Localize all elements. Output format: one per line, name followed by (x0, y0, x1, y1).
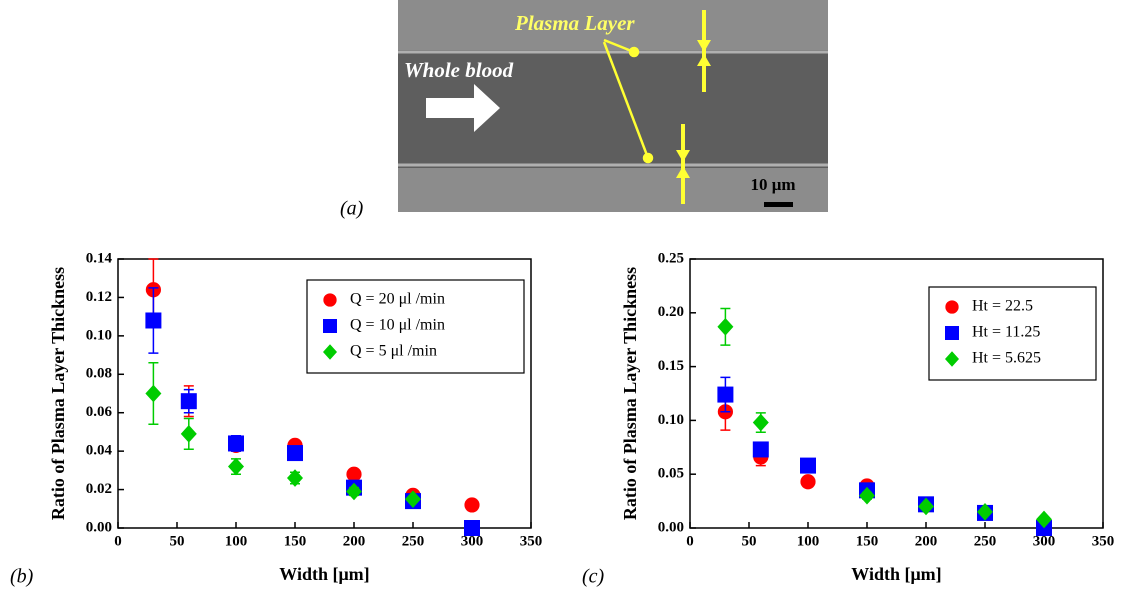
legend-marker (945, 351, 959, 367)
y-tick-label: 0.05 (658, 466, 684, 482)
panel-label: (a) (340, 198, 364, 220)
scale-bar-label: 10 μm (750, 175, 795, 194)
data-point (145, 384, 162, 403)
legend-box (306, 279, 525, 374)
x-tick-label: 200 (915, 533, 938, 549)
data-point (977, 503, 993, 521)
legend-label: Ht = 22.5 (972, 298, 1033, 315)
plot-frame (117, 258, 532, 529)
x-tick-label: 0 (686, 533, 694, 549)
legend-marker (323, 293, 337, 307)
y-tick-label: 0.15 (658, 358, 684, 374)
data-point (287, 445, 303, 462)
annotation: Plasma Layer (514, 11, 635, 35)
scale-bar (764, 202, 793, 207)
data-point (464, 520, 480, 536)
data-point (405, 490, 421, 508)
data-point (918, 497, 934, 516)
legend-label: Ht = 11.25 (972, 324, 1040, 341)
panel-label: (c) (582, 566, 605, 588)
data-point (1036, 510, 1052, 529)
data-point (180, 393, 197, 410)
x-tick-label: 100 (797, 533, 820, 549)
y-tick-label: 0.00 (86, 519, 112, 535)
x-tick-label: 50 (170, 533, 185, 549)
legend-marker (945, 326, 959, 340)
plot-frame (689, 258, 1104, 529)
x-tick-label: 350 (520, 533, 543, 549)
micrograph: Whole blood Plasma Layer 10 μm (398, 0, 828, 212)
data-point (180, 425, 197, 443)
y-tick-label: 0.02 (86, 481, 112, 497)
x-tick-label: 150 (856, 533, 879, 549)
y-tick-label: 0.12 (86, 289, 112, 305)
data-point (228, 435, 244, 452)
flow-arrow (426, 84, 500, 132)
y-tick-label: 0.14 (86, 250, 113, 266)
y-axis-label: Ratio of Plasma Layer Thickness (620, 267, 640, 520)
data-point (464, 497, 480, 513)
x-tick-label: 250 (974, 533, 997, 549)
x-tick-label: 300 (1033, 533, 1056, 549)
x-tick-label: 50 (742, 533, 757, 549)
y-tick-label: 0.04 (86, 443, 113, 459)
y-tick-label: 0.10 (86, 327, 112, 343)
y-tick-label: 0.08 (86, 366, 112, 382)
data-point (800, 457, 816, 474)
legend-label: Q = 20 μl /min (350, 291, 445, 308)
y-tick-label: 0.10 (658, 412, 684, 428)
data-point (145, 312, 162, 329)
x-tick-label: 0 (114, 533, 122, 549)
x-tick-label: 100 (225, 533, 248, 549)
legend-label: Q = 5 μl /min (350, 343, 437, 360)
y-tick-label: 0.06 (86, 404, 113, 420)
data-point (346, 466, 362, 482)
x-tick-label: 300 (461, 533, 484, 549)
data-point (717, 317, 734, 336)
panel-label: (b) (10, 566, 34, 588)
legend-label: Q = 10 μl /min (350, 317, 445, 334)
legend-marker (945, 300, 959, 314)
legend-marker (323, 344, 337, 360)
pointer (602, 10, 711, 204)
data-point (287, 469, 303, 487)
data-point (228, 457, 244, 476)
data-point (752, 441, 769, 458)
data-point (752, 413, 769, 432)
y-tick-label: 0.25 (658, 250, 684, 266)
data-point (717, 386, 734, 403)
data-point (800, 474, 816, 490)
data-point (859, 486, 875, 505)
legend-marker (323, 319, 337, 333)
x-tick-label: 200 (343, 533, 366, 549)
x-tick-label: 250 (402, 533, 425, 549)
y-tick-label: 0.00 (658, 519, 684, 535)
legend-label: Ht = 5.625 (972, 350, 1041, 367)
annotation: Whole blood (404, 58, 514, 82)
data-point (346, 482, 362, 501)
x-tick-label: 150 (284, 533, 307, 549)
y-tick-label: 0.20 (658, 304, 684, 320)
x-axis-label: Width [μm] (279, 564, 369, 584)
x-tick-label: 350 (1092, 533, 1115, 549)
x-axis-label: Width [μm] (851, 564, 941, 584)
y-axis-label: Ratio of Plasma Layer Thickness (48, 267, 68, 520)
